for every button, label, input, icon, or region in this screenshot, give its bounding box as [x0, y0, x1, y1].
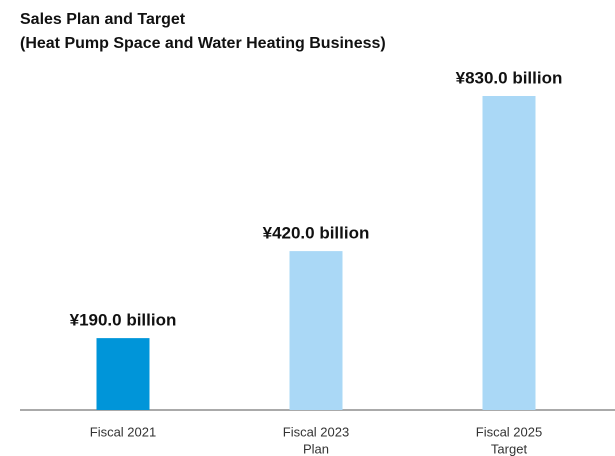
x-tick-label: Target [491, 441, 528, 456]
chart-subtitle: (Heat Pump Space and Water Heating Busin… [20, 35, 386, 52]
value-label: ¥420.0 billion [263, 224, 370, 243]
value-label: ¥190.0 billion [70, 311, 177, 330]
bar [482, 96, 536, 410]
chart-title: Sales Plan and Target [20, 11, 186, 28]
value-label: ¥830.0 billion [456, 68, 563, 87]
x-tick-label: Fiscal 2025 [476, 424, 542, 439]
bar [289, 251, 343, 410]
x-tick-label: Plan [303, 441, 329, 456]
x-tick-label: Fiscal 2021 [90, 424, 156, 439]
x-tick-label: Fiscal 2023 [283, 424, 349, 439]
bar [96, 338, 150, 410]
